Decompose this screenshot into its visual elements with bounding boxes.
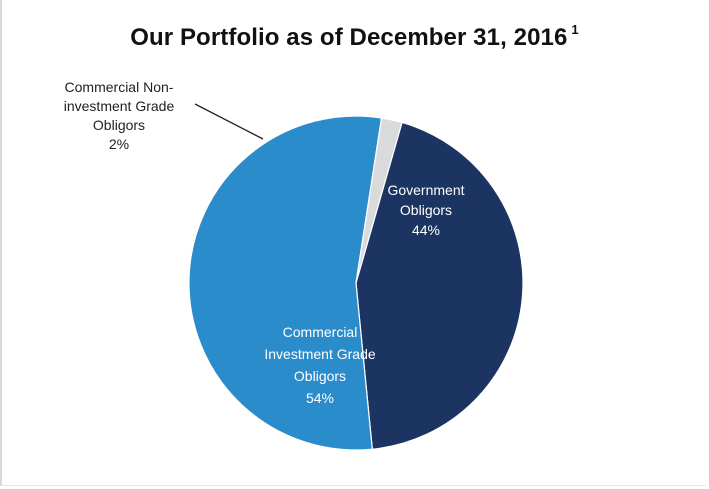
chart-title-text: Our Portfolio as of December 31, 2016 [130,24,568,51]
slice-value-label-2: 2% [109,136,129,152]
slice-label-1-line-1: Investment Grade [264,346,375,362]
slice-value-label-0: 44% [412,222,440,238]
slice-label-1-line-2: Obligors [294,368,346,384]
slice-value-label-1: 54% [306,390,334,406]
slice-label-2-line-1: investment Grade [64,98,175,114]
pie-slice-0 [355,121,524,450]
pie-slice-2 [355,117,403,284]
slice-label-0-line-1: Obligors [400,202,452,218]
slice-label-0-line-0: Government [387,182,464,198]
leader-line-2 [194,103,264,140]
pie-slice-1 [188,115,383,451]
slice-label-2-line-2: Obligors [93,117,145,133]
slice-label-1-line-0: Commercial [283,324,358,340]
chart-title: Our Portfolio as of December 31, 2016 1 [0,22,709,52]
slice-label-2-line-0: Commercial Non- [65,79,174,95]
footnote-marker: 1 [571,22,579,37]
